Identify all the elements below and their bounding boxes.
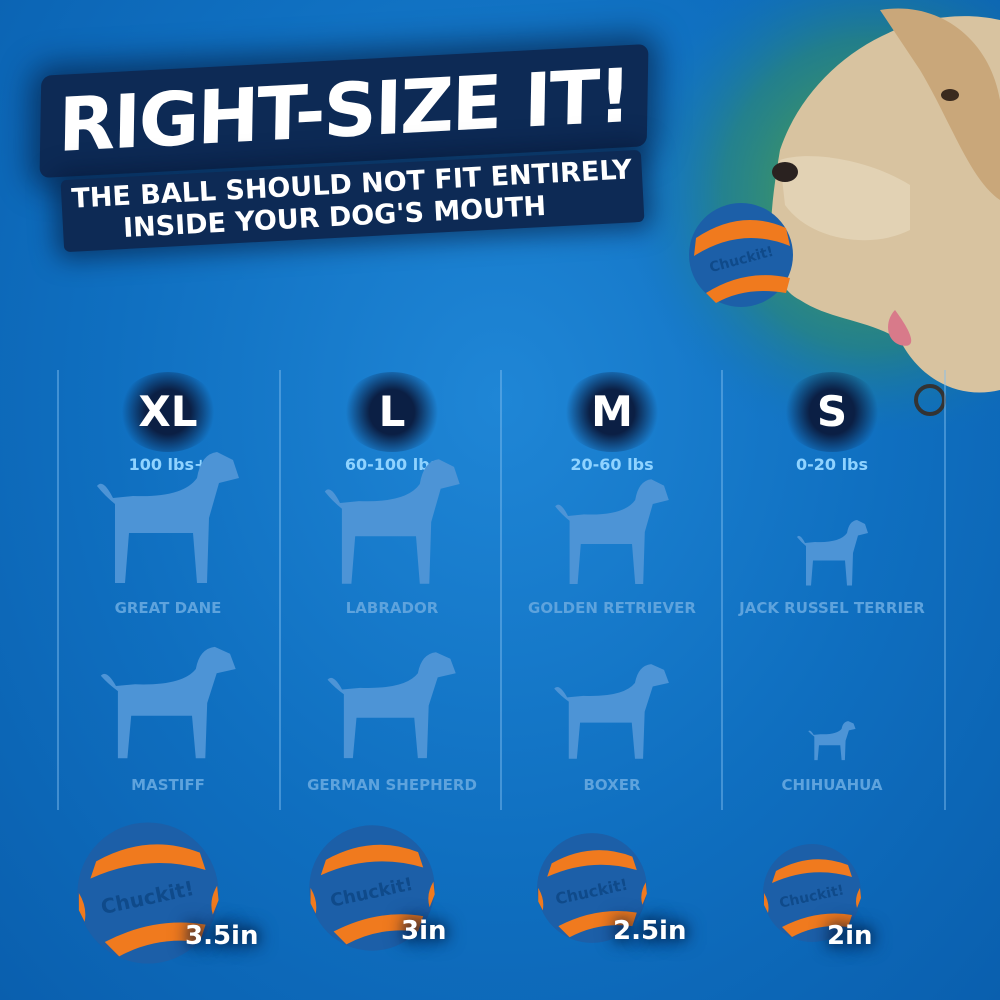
column-divider bbox=[279, 370, 281, 810]
size-label-m: M bbox=[502, 372, 722, 452]
breed-2-silhouette-icon bbox=[327, 652, 457, 758]
weight-range: 60-100 lbs bbox=[344, 455, 440, 474]
ball-icon: Chuckit! bbox=[77, 822, 219, 964]
breed-name: LABRADOR bbox=[345, 599, 439, 617]
breed-name: GOLDEN RETRIEVER bbox=[528, 599, 696, 617]
breed-name: JACK RUSSEL TERRIER bbox=[739, 599, 925, 617]
breed-1-silhouette-icon bbox=[97, 452, 239, 583]
column-divider bbox=[500, 370, 502, 810]
ball-size: 3.5in bbox=[185, 921, 259, 951]
ball-size: 3in bbox=[401, 916, 447, 946]
breed-1-silhouette-icon bbox=[796, 520, 868, 586]
breed-name: MASTIFF bbox=[131, 776, 205, 794]
ball-icon: Chuckit! bbox=[537, 833, 647, 943]
ball-size: 2in bbox=[827, 921, 873, 951]
weight-range: 0-20 lbs bbox=[795, 455, 869, 474]
dog-photo bbox=[580, 0, 1000, 430]
breed-name: GERMAN SHEPHERD bbox=[307, 776, 477, 794]
column-divider bbox=[721, 370, 723, 810]
size-text: M bbox=[562, 372, 662, 452]
ball-icon: Chuckit! bbox=[763, 844, 861, 942]
size-label-l: L bbox=[282, 372, 502, 452]
size-text: S bbox=[782, 372, 882, 452]
weight-range: 100 lbs+ bbox=[128, 455, 208, 474]
breed-name: CHIHUAHUA bbox=[781, 776, 883, 794]
column-divider bbox=[57, 370, 59, 810]
size-text: L bbox=[342, 372, 442, 452]
breed-2-silhouette-icon bbox=[554, 663, 670, 759]
ball-size: 2.5in bbox=[613, 916, 687, 946]
breed-1-silhouette-icon bbox=[555, 479, 669, 584]
breed-2-silhouette-icon bbox=[100, 646, 236, 758]
breed-1-silhouette-icon bbox=[324, 458, 460, 584]
breed-2-silhouette-icon bbox=[808, 721, 856, 761]
mouth-ball-icon: Chuckit! bbox=[689, 203, 793, 307]
ball-icon: Chuckit! bbox=[309, 825, 435, 951]
size-text: XL bbox=[118, 372, 218, 452]
size-label-s: S bbox=[722, 372, 942, 452]
column-divider bbox=[944, 370, 946, 810]
weight-range: 20-60 lbs bbox=[570, 455, 654, 474]
size-label-xl: XL bbox=[58, 372, 278, 452]
breed-name: BOXER bbox=[583, 776, 641, 794]
breed-name: GREAT DANE bbox=[114, 599, 222, 617]
